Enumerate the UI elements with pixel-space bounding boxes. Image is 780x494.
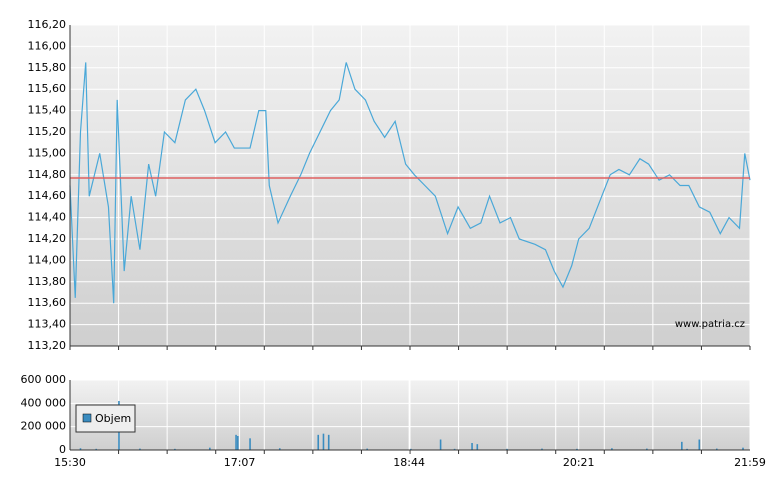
x-tick-label: 21:59 xyxy=(734,456,766,469)
volume-bar xyxy=(681,441,683,450)
volume-bar xyxy=(410,448,412,450)
legend-label: Objem xyxy=(95,412,131,425)
volume-bar xyxy=(576,448,578,450)
legend-box xyxy=(75,404,136,433)
volume-bar xyxy=(249,438,251,450)
volume-bar xyxy=(646,448,648,450)
y-tick-label: 115,60 xyxy=(28,82,67,95)
volume-bar xyxy=(453,448,456,450)
volume-bar xyxy=(278,448,281,450)
volume-bar xyxy=(235,434,237,450)
volume-bar xyxy=(139,448,141,450)
volume-bar xyxy=(322,433,325,450)
volume-bar xyxy=(471,443,473,450)
y-tick-label: 400 000 xyxy=(21,396,67,409)
y-tick-label: 0 xyxy=(59,443,66,456)
y-tick-label: 115,80 xyxy=(28,61,67,74)
y-tick-label: 200 000 xyxy=(21,420,67,433)
volume-chart: 0 200 000 400 000 600 000 15:30 17:07 18:44 20:… xyxy=(21,373,766,469)
volume-bar xyxy=(317,434,320,450)
watermark: www.patria.cz xyxy=(675,319,745,330)
volume-bar xyxy=(327,434,330,450)
y-tick-label: 114,40 xyxy=(28,211,67,224)
y-tick-label: 113,40 xyxy=(28,318,67,331)
volume-bar xyxy=(95,448,98,450)
volume-bar xyxy=(742,447,744,450)
y-tick-label: 113,60 xyxy=(28,296,67,309)
volume-bar xyxy=(174,448,176,450)
y-tick-label: 115,00 xyxy=(28,146,67,159)
y-tick-label: 600 000 xyxy=(21,373,67,386)
y-tick-label: 115,20 xyxy=(28,125,67,138)
volume-bar xyxy=(79,448,82,450)
x-tick-label: 17:07 xyxy=(224,456,256,469)
volume-bar xyxy=(209,447,211,450)
y-tick-label: 114,20 xyxy=(28,232,67,245)
volume-bar xyxy=(698,439,701,450)
volume-bar xyxy=(715,448,718,450)
volume-bar xyxy=(439,439,442,450)
x-tick-label: 20:21 xyxy=(563,456,595,469)
volume-bar xyxy=(686,448,688,450)
y-tick-label: 114,00 xyxy=(28,253,67,266)
y-tick-label: 114,60 xyxy=(28,189,67,202)
volume-bar xyxy=(237,436,239,450)
volume-bar xyxy=(366,448,368,450)
x-tick-label: 15:30 xyxy=(54,456,86,469)
volume-bar xyxy=(611,448,613,450)
volume-bar xyxy=(506,448,508,450)
legend-swatch xyxy=(82,413,92,423)
x-tick-label: 18:44 xyxy=(393,456,425,469)
volume-bar xyxy=(476,444,479,450)
y-tick-label: 116,00 xyxy=(28,39,67,52)
price-chart: 113,20 113,40 113,60 113,80 114,00 114,20 114,… xyxy=(28,18,751,352)
y-tick-label: 113,20 xyxy=(28,339,67,352)
y-tick-label: 116,20 xyxy=(28,18,67,31)
y-tick-label: 114,80 xyxy=(28,168,67,181)
volume-bar xyxy=(541,448,543,450)
y-tick-label: 113,80 xyxy=(28,275,67,288)
y-tick-label: 115,40 xyxy=(28,104,67,117)
price-line xyxy=(69,62,751,304)
